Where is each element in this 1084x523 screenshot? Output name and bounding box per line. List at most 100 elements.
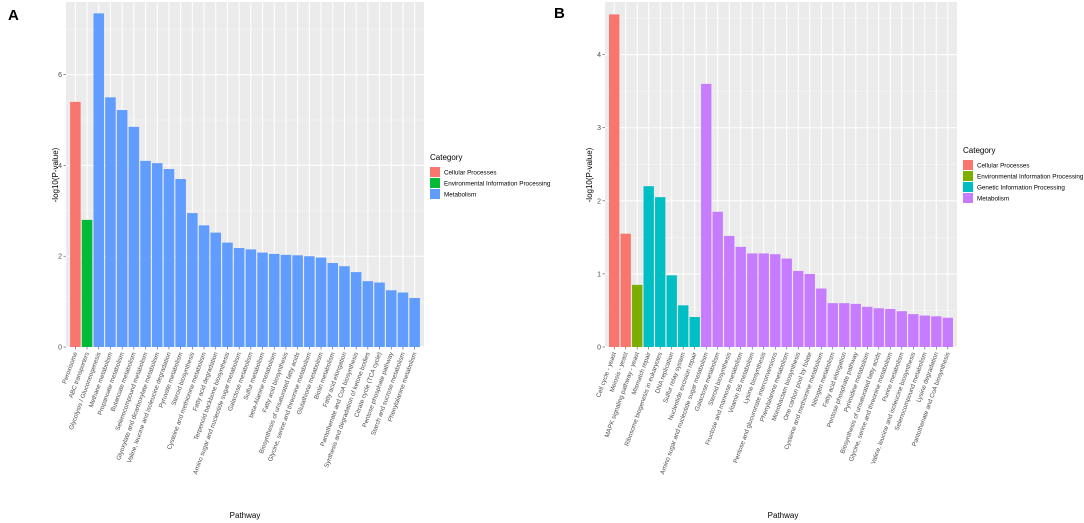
bar-b-15 <box>781 258 792 347</box>
bar-b-24 <box>885 308 896 347</box>
bar-b-22 <box>862 306 873 347</box>
panel-a-letter: A <box>8 7 19 24</box>
bar-b-3 <box>643 186 654 347</box>
bar-a-16 <box>257 252 268 347</box>
bar-a-10 <box>187 213 198 347</box>
y-tick-label: 4 <box>58 163 62 170</box>
y-tick-label: 4 <box>597 52 601 59</box>
bar-a-25 <box>362 281 374 347</box>
bar-a-29 <box>409 297 420 347</box>
legend-label: Metabolism <box>444 192 476 199</box>
legend-label: Environmental Information Processing <box>444 181 551 188</box>
panel-b-bars <box>609 14 953 348</box>
legend-label: Cellular Processes <box>444 170 497 177</box>
bar-a-20 <box>304 256 315 347</box>
panel-b-y-axis-title: -log10(P-value) <box>585 147 594 202</box>
bar-b-0 <box>609 14 620 348</box>
y-tick-label: 0 <box>58 345 62 352</box>
bar-b-18 <box>816 288 827 347</box>
bar-b-4 <box>655 197 666 347</box>
y-tick-label: 2 <box>597 198 601 205</box>
panel-b-legend: Category Cellular Processes Environmental… <box>963 146 1084 203</box>
bar-a-7 <box>151 163 163 347</box>
legend-label: Genetic Information Processing <box>977 185 1065 192</box>
bar-b-23 <box>873 308 884 347</box>
bar-b-5 <box>666 275 677 347</box>
panel-a-y-ticks: 0 2 4 6 <box>58 72 66 352</box>
bar-b-13 <box>758 253 769 347</box>
legend-swatch <box>963 171 973 181</box>
bar-b-7 <box>689 317 700 347</box>
bar-a-13 <box>222 242 233 347</box>
y-tick-label: 6 <box>58 72 62 79</box>
bar-a-23 <box>339 266 350 347</box>
bar-a-6 <box>140 160 151 347</box>
bar-a-3 <box>105 97 116 347</box>
bar-b-28 <box>931 316 942 347</box>
legend-label: Environmental Information Processing <box>977 174 1084 181</box>
bar-b-2 <box>632 284 643 347</box>
bar-b-12 <box>747 253 758 347</box>
bar-b-14 <box>770 254 781 347</box>
panel-a-legend: Category Cellular Processes Environmental… <box>430 153 551 199</box>
bar-b-19 <box>827 303 838 347</box>
bar-a-19 <box>292 255 303 347</box>
bar-a-1 <box>81 219 93 347</box>
legend-label: Cellular Processes <box>977 163 1030 170</box>
bar-a-9 <box>175 179 186 347</box>
bar-b-21 <box>850 303 861 347</box>
bar-b-16 <box>793 270 804 347</box>
y-tick-label: 2 <box>58 254 62 261</box>
bar-a-18 <box>280 254 292 347</box>
legend-swatch <box>963 193 973 203</box>
panel-b-legend-title: Category <box>963 146 995 155</box>
bar-b-11 <box>735 246 746 347</box>
panel-a-bars <box>70 13 420 347</box>
y-tick-label: 1 <box>597 271 601 278</box>
bar-b-26 <box>908 314 919 347</box>
bar-b-1 <box>620 233 631 347</box>
bar-a-2 <box>93 13 105 347</box>
legend-label: Metabolism <box>977 196 1009 203</box>
bar-a-12 <box>210 232 222 347</box>
bar-a-11 <box>198 225 210 347</box>
bar-a-14 <box>233 248 245 347</box>
legend-swatch <box>963 182 973 192</box>
bar-a-17 <box>268 253 280 347</box>
y-tick-label: 3 <box>597 125 601 132</box>
panel-a-y-axis-title: -log10(P-value) <box>51 147 60 202</box>
bar-a-22 <box>327 263 339 347</box>
legend-swatch <box>963 160 973 170</box>
bar-a-15 <box>245 249 257 347</box>
panel-a-legend-title: Category <box>430 153 462 162</box>
bar-b-17 <box>804 273 815 347</box>
panel-b-y-ticks: 0 1 2 3 4 <box>597 52 605 352</box>
panel-b-letter: B <box>554 5 565 22</box>
bar-b-8 <box>701 83 712 347</box>
bar-b-20 <box>839 303 850 347</box>
legend-swatch <box>430 178 440 188</box>
bar-b-9 <box>712 211 723 347</box>
legend-swatch <box>430 167 440 177</box>
bar-a-28 <box>397 292 409 347</box>
bar-b-25 <box>896 311 907 347</box>
bar-a-21 <box>315 257 327 347</box>
bar-a-27 <box>385 290 397 347</box>
bar-b-10 <box>724 235 735 347</box>
bar-b-6 <box>678 305 689 347</box>
bar-b-27 <box>919 315 930 347</box>
bar-a-26 <box>374 282 385 347</box>
bar-a-24 <box>350 272 362 347</box>
bar-b-29 <box>942 317 953 347</box>
y-tick-label: 0 <box>597 345 601 352</box>
bar-a-8 <box>163 169 175 347</box>
bar-a-4 <box>116 110 128 347</box>
bar-a-0 <box>70 101 81 347</box>
panel-b-x-axis-title: Pathway <box>768 511 799 520</box>
bar-a-5 <box>128 126 140 347</box>
